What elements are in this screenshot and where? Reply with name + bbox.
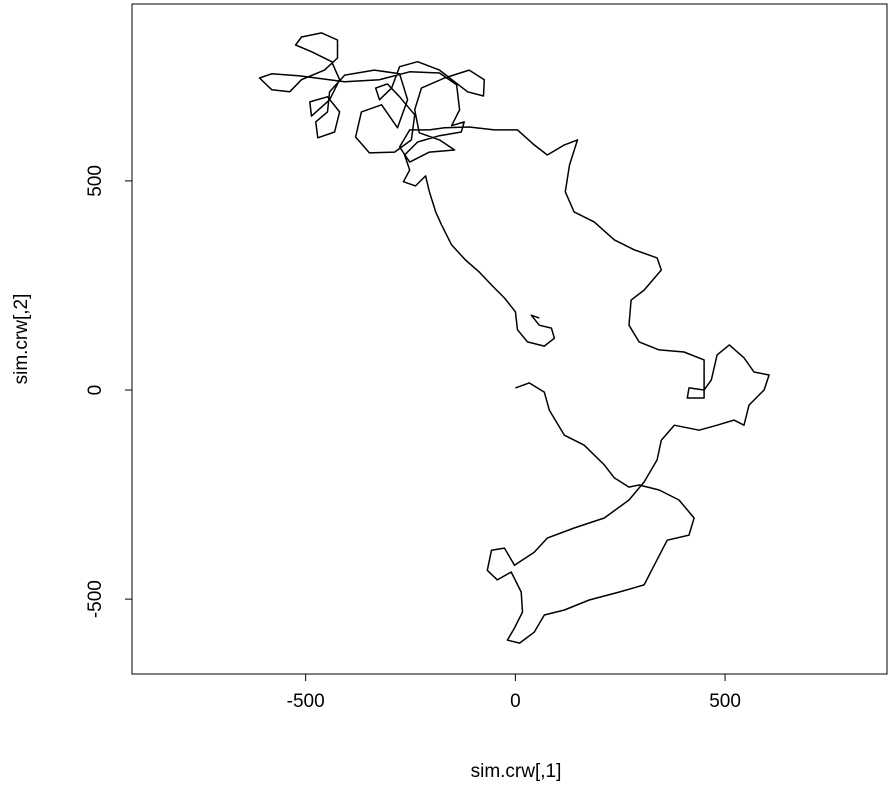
x-tick-label: 0 xyxy=(510,691,521,712)
x-tick-label: -500 xyxy=(287,691,325,712)
y-tick-label: -500 xyxy=(85,580,106,618)
x-axis-label: sim.crw[,1] xyxy=(471,761,562,782)
x-tick-label: 500 xyxy=(709,691,741,712)
y-tick-label: 500 xyxy=(85,165,106,197)
walk-line xyxy=(258,32,770,644)
y-tick-label: 0 xyxy=(85,385,106,396)
y-axis-label: sim.crw[,2] xyxy=(11,294,32,385)
